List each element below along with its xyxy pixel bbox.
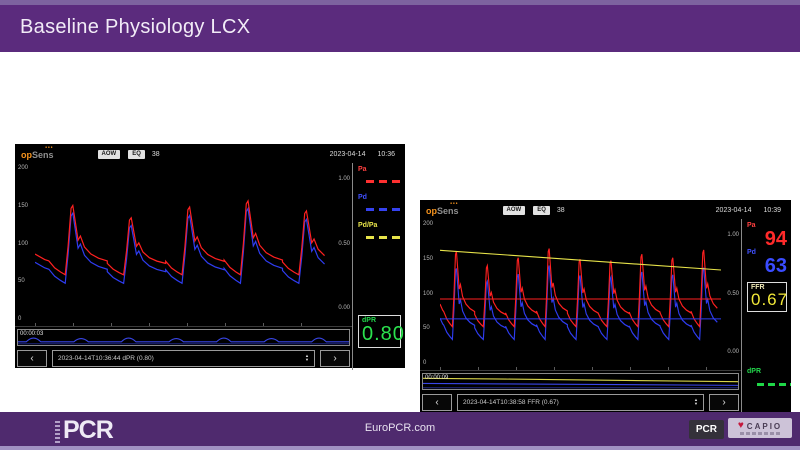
pressure-y-axis: 200 150 100 50 0: [423, 221, 434, 366]
next-recording-button[interactable]: ›: [320, 349, 350, 367]
opsens-dots-icon: •••: [450, 200, 459, 207]
ffr-value: 0.67: [751, 290, 789, 309]
time-label: 10:39: [763, 207, 781, 214]
opsens-dots-icon: •••: [45, 144, 54, 151]
europcr-url: EuroPCR.com: [364, 422, 436, 434]
next-recording-button[interactable]: ›: [709, 393, 739, 411]
values-panel: Pa 94 Pd 63 FFR 0.67 dPR: [741, 219, 791, 414]
aow-button[interactable]: AOW: [502, 206, 526, 215]
channel-indicator: 38: [151, 151, 160, 158]
pcr-vertical-mark-icon: [55, 418, 60, 443]
recording-label: 2023-04-14T10:36:44 dPR (0.80): [58, 354, 154, 362]
optomonitor-screen-left: op Sens ••• AOW EQ 38 2023-04-14 10:36 200…: [15, 144, 405, 370]
dpr-label: dPR: [747, 368, 761, 375]
pressure-chart: 200 150 100 50 0 1.00 0.50 0.00: [420, 219, 741, 371]
dpr-label: dPR: [362, 317, 376, 324]
capio-badge: ♥ CAPIO: [728, 418, 792, 438]
aow-button[interactable]: AOW: [97, 150, 121, 159]
timeline-time: 00:00:03: [20, 331, 44, 337]
channel-indicator: 38: [556, 207, 565, 214]
recording-navigation: ‹ 2023-04-14T10:36:44 dPR (0.80) ▲ ▼ ›: [15, 346, 352, 370]
legend-pdpa-label: Pd/Pa: [358, 222, 378, 229]
ratio-y-axis: 1.00 0.50 0.00: [727, 232, 739, 355]
pressure-y-axis: 200 150 100 50 0: [18, 165, 29, 322]
timeline-time: 00:00:09: [425, 375, 449, 381]
date-label: 2023-04-14: [715, 207, 752, 214]
legend-pa-label: Pa: [358, 166, 367, 173]
recording-dropdown[interactable]: 2023-04-14T10:38:58 FFR (0.67) ▲ ▼: [457, 393, 704, 411]
legend-panel: Pa Pd Pd/Pa dPR 0.80: [352, 163, 405, 370]
pd-dashed-line-icon: [366, 208, 404, 211]
pa-label: Pa: [747, 222, 756, 229]
ratio-y-axis: 1.00 0.50 0.00: [338, 176, 350, 311]
monitor-header: op Sens ••• AOW EQ 38 2023-04-14 10:39: [420, 200, 791, 219]
ffr-label: FFR: [751, 284, 765, 291]
pressure-chart: 200 150 100 50 0 1.00 0.50 0.00: [15, 163, 352, 327]
timeline-waveform: [423, 377, 738, 389]
optomonitor-screen-right: op Sens ••• AOW EQ 38 2023-04-14 10:39 200…: [420, 200, 791, 414]
timeline-waveform: [18, 337, 349, 345]
opsens-logo: op Sens •••: [426, 200, 459, 216]
pdpa-dashed-line-icon: [366, 236, 404, 239]
pd-value: 63: [764, 255, 787, 277]
recording-navigation: ‹ 2023-04-14T10:38:58 FFR (0.67) ▲ ▼ ›: [420, 390, 741, 414]
capio-subtext-mark: [740, 432, 780, 435]
dpr-trend: dPR: [747, 360, 791, 386]
opsens-logo: op Sens •••: [21, 144, 54, 160]
timeline-strip[interactable]: 00:00:03: [17, 329, 350, 346]
pa-dashed-line-icon: [366, 180, 404, 183]
x-axis-ticks: [35, 323, 332, 326]
prev-recording-button[interactable]: ‹: [422, 393, 452, 411]
slide-header: Baseline Physiology LCX: [0, 0, 800, 52]
legend-pd-label: Pd: [358, 194, 367, 201]
timeline-strip[interactable]: 00:00:09: [422, 373, 739, 390]
recording-label: 2023-04-14T10:38:58 FFR (0.67): [463, 398, 559, 406]
page-title: Baseline Physiology LCX: [20, 16, 251, 38]
x-axis-ticks: [440, 367, 721, 370]
dpr-dashed-line-icon: [757, 383, 791, 386]
slide-footer: PCR EuroPCR.com PCR ♥ CAPIO: [0, 412, 800, 450]
pcr-badge: PCR: [688, 420, 724, 439]
recording-dropdown[interactable]: 2023-04-14T10:36:44 dPR (0.80) ▲ ▼: [52, 349, 315, 367]
dpr-value-box: dPR 0.80: [358, 315, 405, 348]
prev-recording-button[interactable]: ‹: [17, 349, 47, 367]
dropdown-spinner-icon[interactable]: ▲ ▼: [305, 353, 309, 362]
europcr-logo: PCR: [55, 416, 114, 445]
date-label: 2023-04-14: [329, 151, 366, 158]
monitor-header: op Sens ••• AOW EQ 38 2023-04-14 10:36: [15, 144, 405, 163]
ffr-value-box: FFR 0.67: [747, 282, 787, 312]
dpr-value: 0.80: [362, 323, 405, 345]
heart-icon: ♥: [737, 420, 744, 431]
pressure-waveform: [35, 199, 325, 285]
eq-button[interactable]: EQ: [128, 150, 145, 159]
time-label: 10:36: [377, 151, 395, 158]
pd-label: Pd: [747, 249, 756, 256]
pa-value: 94: [764, 228, 787, 250]
dropdown-spinner-icon[interactable]: ▲ ▼: [694, 397, 698, 406]
pressure-waveform: [440, 248, 721, 341]
eq-button[interactable]: EQ: [533, 206, 550, 215]
